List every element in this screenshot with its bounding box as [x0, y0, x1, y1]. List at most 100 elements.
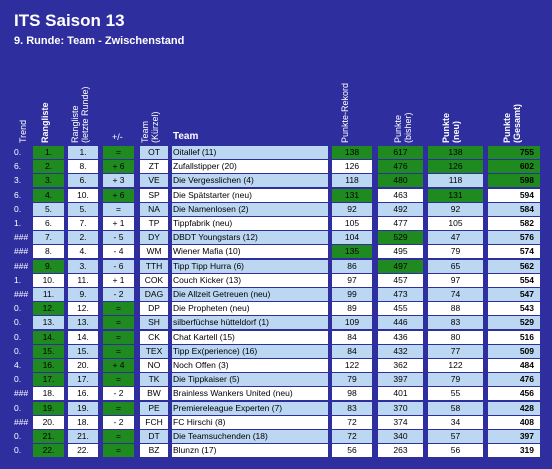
cell-last: 10. [68, 188, 98, 202]
cell-last: 3. [68, 259, 98, 273]
cell-neu: 77 [428, 344, 483, 358]
cell-last: 5. [68, 202, 98, 216]
table-row: 6. 2. 8. + 6 ZT Zufallstipper (20) 126 476 126 60… [0, 160, 552, 174]
cell-gesamt: 428 [488, 401, 540, 415]
cell-team: Blunzn (17) [172, 444, 328, 458]
cell-neu: 118 [428, 174, 483, 188]
cell-gesamt: 594 [488, 188, 540, 202]
cell-abbr: TP [140, 217, 168, 230]
cell-team: Zufallstipper (20) [172, 160, 328, 174]
cell-diff: = [103, 444, 134, 458]
cell-gesamt: 516 [488, 330, 540, 344]
table-row: 0. 1. 1. = OT Oitallef (11) 138 617 138 755 [0, 146, 552, 160]
table-row: 0. 22. 22. = BZ Blunzn (17) 56 263 56 319 [0, 444, 552, 458]
table-row: ### 9. 3. - 6 TTH Tipp Tipp Hurra (6) 86 497 65 5… [0, 259, 552, 274]
cell-neu: 58 [428, 401, 483, 415]
cell-rekord: 83 [332, 401, 372, 415]
table-row: ### 8. 4. - 4 WM Wiener Mafia (10) 135 495 79 574 [0, 245, 552, 259]
cell-team: DBDT Youngstars (12) [172, 231, 328, 245]
cell-last: 9. [68, 288, 98, 301]
cell-gesamt: 574 [488, 245, 540, 259]
column-header-rekord: Punkte-Rekord [340, 82, 350, 143]
cell-team: Tipp Tipp Hurra (6) [172, 259, 328, 273]
cell-bisher: 477 [378, 217, 423, 230]
cell-last: 19. [68, 401, 98, 415]
column-header-kuerzel: Team (Kürzel) [140, 111, 160, 143]
cell-last: 11. [68, 273, 98, 287]
cell-bisher: 446 [378, 316, 423, 330]
cell-bisher: 480 [378, 174, 423, 188]
cell-neu: 74 [428, 288, 483, 301]
cell-last: 2. [68, 231, 98, 245]
cell-rekord: 99 [332, 288, 372, 301]
cell-last: 8. [68, 160, 98, 174]
column-header-rangliste: Rangliste [40, 102, 50, 143]
cell-trend: 6. [14, 189, 22, 200]
cell-rang: 15. [33, 344, 64, 358]
cell-gesamt: 576 [488, 231, 540, 245]
cell-bisher: 263 [378, 444, 423, 458]
cell-rang: 17. [33, 373, 64, 387]
cell-trend: ### [14, 232, 29, 243]
table-row: 1. 6. 7. + 1 TP Tippfabrik (neu) 105 477 105 582 [0, 217, 552, 231]
cell-bisher: 497 [378, 259, 423, 273]
column-header-trend: Trend [18, 119, 28, 143]
cell-diff: = [103, 202, 134, 216]
table-row: 0. 14. 14. = CK Chat Kartell (15) 84 436 80 516 [0, 330, 552, 345]
cell-rang: 6. [33, 217, 64, 230]
table-row: 0. 5. 5. = NA Die Namenlosen (2) 92 492 92 584 [0, 202, 552, 217]
cell-trend: 1. [14, 274, 22, 285]
cell-trend: 0. [14, 445, 22, 456]
cell-team: Tipp Ex(perience) (16) [172, 344, 328, 358]
cell-abbr: WM [140, 245, 168, 259]
cell-rekord: 105 [332, 217, 372, 230]
cell-abbr: OT [140, 146, 168, 159]
cell-trend: 0. [14, 345, 22, 356]
cell-trend: 3. [14, 175, 22, 186]
table-row: 0. 12. 12. = DP Die Propheten (neu) 89 455 88 543 [0, 302, 552, 316]
cell-bisher: 436 [378, 330, 423, 344]
table-row: ### 20. 18. - 2 FCH FC Hirschi (8) 72 374 34 408 [0, 415, 552, 430]
cell-gesamt: 509 [488, 344, 540, 358]
column-header-gesamt: Punkte (Gesamt) [502, 103, 522, 143]
cell-gesamt: 397 [488, 430, 540, 443]
cell-trend: ### [14, 260, 29, 271]
table-row: 0. 13. 13. = SH silberfüchse hütteldorf (1) 10… [0, 316, 552, 330]
cell-team: Noch Offen (3) [172, 359, 328, 372]
cell-bisher: 473 [378, 288, 423, 301]
cell-neu: 56 [428, 444, 483, 458]
cell-rang: 20. [33, 415, 64, 429]
cell-last: 15. [68, 344, 98, 358]
cell-diff: = [103, 330, 134, 344]
cell-trend: 0. [14, 317, 22, 328]
cell-last: 13. [68, 316, 98, 330]
cell-neu: 88 [428, 302, 483, 316]
cell-diff: = [103, 302, 134, 316]
cell-bisher: 492 [378, 202, 423, 216]
cell-diff: = [103, 344, 134, 358]
cell-abbr: NO [140, 359, 168, 372]
cell-rang: 2. [33, 160, 64, 174]
cell-rekord: 135 [332, 245, 372, 259]
cell-rekord: 131 [332, 188, 372, 202]
cell-neu: 126 [428, 160, 483, 174]
cell-diff: = [103, 373, 134, 387]
cell-trend: 6. [14, 161, 22, 172]
cell-diff: = [103, 401, 134, 415]
cell-team: silberfüchse hütteldorf (1) [172, 316, 328, 330]
cell-trend: 0. [14, 402, 22, 413]
column-header-rangliste-letzte: Rangliste (letzte Runde) [70, 86, 90, 143]
cell-gesamt: 456 [488, 387, 540, 401]
cell-bisher: 455 [378, 302, 423, 316]
cell-rekord: 89 [332, 302, 372, 316]
cell-diff: + 6 [103, 160, 134, 174]
table-row: 6. 4. 10. + 6 SP Die Spätstarter (neu) 131 463 1… [0, 188, 552, 203]
cell-neu: 131 [428, 188, 483, 202]
cell-bisher: 617 [378, 146, 423, 159]
column-header-bisher: Punkte (bisher) [393, 112, 413, 143]
cell-diff: - 2 [103, 387, 134, 401]
cell-rang: 7. [33, 231, 64, 245]
cell-diff: - 5 [103, 231, 134, 245]
cell-rekord: 86 [332, 259, 372, 273]
